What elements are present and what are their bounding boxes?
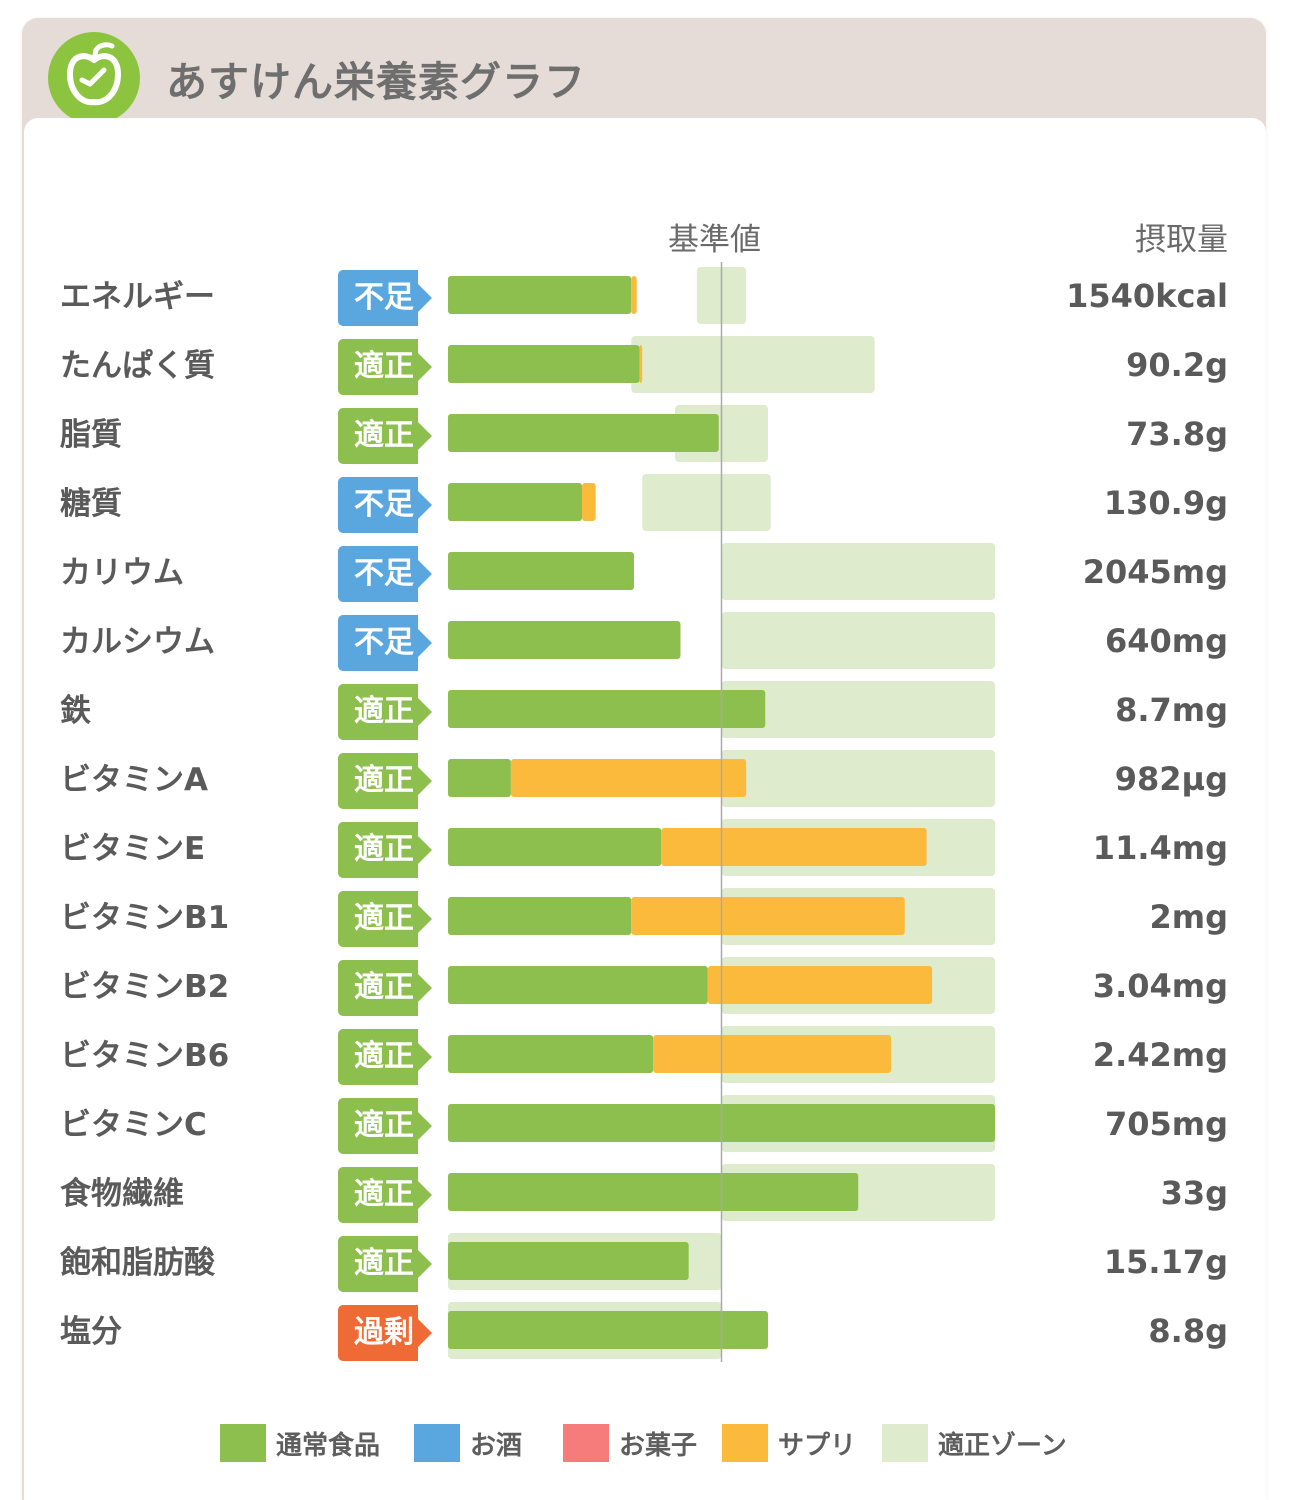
status-badge: 適正 xyxy=(338,1029,432,1085)
nutrient-name: 鉄 xyxy=(60,693,91,729)
nutrient-name: ビタミンB6 xyxy=(60,1038,230,1074)
legend-swatch-snack xyxy=(563,1424,609,1462)
legend-item-food: 通常食品 xyxy=(220,1423,380,1463)
intake-value: 90.2g xyxy=(1126,346,1228,384)
legend-swatch-supplement xyxy=(722,1424,768,1462)
legend-swatch-zone xyxy=(882,1424,928,1462)
status-badge-label: 適正 xyxy=(354,1246,414,1281)
status-badge: 不足 xyxy=(338,270,432,326)
legend-item-snack: お菓子 xyxy=(563,1423,697,1463)
status-badge: 適正 xyxy=(338,891,432,947)
nutrient-name: 塩分 xyxy=(60,1314,122,1350)
nutrient-row: ビタミンB2 適正 3.04mg xyxy=(0,952,1290,1021)
status-badge-label: 不足 xyxy=(354,487,414,522)
nutrient-row: ビタミンB6 適正 2.42mg xyxy=(0,1021,1290,1090)
legend-label-supplement: サプリ xyxy=(778,1430,857,1461)
legend-label-food: 通常食品 xyxy=(276,1430,381,1461)
nutrient-name: 食物繊維 xyxy=(60,1176,184,1212)
nutrient-row: 鉄 適正 8.7mg xyxy=(0,676,1290,745)
nutrient-name: ビタミンC xyxy=(60,1107,207,1143)
nutrient-row: カリウム 不足 2045mg xyxy=(0,538,1290,607)
status-badge-label: 適正 xyxy=(354,1108,414,1143)
status-badge: 適正 xyxy=(338,684,432,740)
status-badge-label: 適正 xyxy=(354,1039,414,1074)
status-badge-label: 不足 xyxy=(354,280,414,315)
status-badge: 適正 xyxy=(338,822,432,878)
nutrient-row: ビタミンE 適正 11.4mg xyxy=(0,814,1290,883)
legend-item-zone: 適正ゾーン xyxy=(882,1423,1067,1463)
status-badge: 適正 xyxy=(338,408,432,464)
intake-value: 73.8g xyxy=(1126,415,1228,453)
status-badge-label: 不足 xyxy=(354,625,414,660)
nutrient-name: ビタミンA xyxy=(60,762,208,798)
status-badge-label: 適正 xyxy=(354,970,414,1005)
status-badge-label: 適正 xyxy=(354,418,414,453)
intake-value: 2045mg xyxy=(1082,553,1228,591)
intake-value: 1540kcal xyxy=(1066,277,1228,315)
status-badge-label: 適正 xyxy=(354,763,414,798)
legend-label-zone: 適正ゾーン xyxy=(938,1430,1067,1461)
status-badge-label: 不足 xyxy=(354,556,414,591)
intake-value: 33g xyxy=(1160,1174,1228,1212)
nutrient-row: 脂質 適正 73.8g xyxy=(0,400,1290,469)
nutrient-row: 塩分 過剰 8.8g xyxy=(0,1297,1290,1366)
nutrient-row: ビタミンB1 適正 2mg xyxy=(0,883,1290,952)
nutrient-row: 飽和脂肪酸 適正 15.17g xyxy=(0,1228,1290,1297)
status-badge: 不足 xyxy=(338,615,432,671)
nutrient-name: ビタミンB2 xyxy=(60,969,230,1005)
base-value-header: 基準値 xyxy=(668,222,761,258)
nutrient-name: 糖質 xyxy=(60,486,122,522)
nutrient-name: ビタミンE xyxy=(60,831,206,867)
intake-value: 8.7mg xyxy=(1115,691,1228,729)
status-badge: 過剰 xyxy=(338,1305,432,1361)
intake-value: 2.42mg xyxy=(1092,1036,1228,1074)
status-badge-label: 適正 xyxy=(354,694,414,729)
page-title: あすけん栄養素グラフ xyxy=(166,58,586,106)
status-badge-label: 適正 xyxy=(354,1177,414,1212)
nutrient-row: 食物繊維 適正 33g xyxy=(0,1159,1290,1228)
legend-item-supplement: サプリ xyxy=(722,1423,856,1463)
intake-value: 640mg xyxy=(1104,622,1228,660)
intake-value: 11.4mg xyxy=(1092,829,1228,867)
status-badge: 適正 xyxy=(338,1167,432,1223)
legend-label-alcohol: お酒 xyxy=(470,1430,523,1461)
legend-item-alcohol: お酒 xyxy=(414,1423,522,1463)
status-badge: 不足 xyxy=(338,477,432,533)
status-badge: 適正 xyxy=(338,1236,432,1292)
status-badge-label: 適正 xyxy=(354,901,414,936)
nutrient-name: エネルギー xyxy=(60,279,215,315)
nutrient-row: たんぱく質 適正 90.2g xyxy=(0,331,1290,400)
nutrient-name: カルシウム xyxy=(60,624,215,660)
nutrient-name: 脂質 xyxy=(60,417,122,453)
nutrient-name: ビタミンB1 xyxy=(60,900,230,936)
intake-value: 2mg xyxy=(1149,898,1228,936)
nutrient-row: ビタミンA 適正 982µg xyxy=(0,745,1290,814)
status-badge-label: 適正 xyxy=(354,349,414,384)
nutrient-name: たんぱく質 xyxy=(60,348,215,384)
intake-value: 130.9g xyxy=(1103,484,1228,522)
status-badge: 適正 xyxy=(338,753,432,809)
legend-swatch-food xyxy=(220,1424,266,1462)
intake-value: 8.8g xyxy=(1148,1312,1228,1350)
status-badge: 適正 xyxy=(338,960,432,1016)
nutrient-name: カリウム xyxy=(60,555,184,591)
apple-clock-icon xyxy=(48,32,140,124)
status-badge: 適正 xyxy=(338,339,432,395)
nutrient-name: 飽和脂肪酸 xyxy=(60,1245,215,1281)
status-badge-label: 適正 xyxy=(354,832,414,867)
status-badge: 適正 xyxy=(338,1098,432,1154)
status-badge-label: 過剰 xyxy=(354,1315,414,1350)
nutrient-row: エネルギー 不足 1540kcal xyxy=(0,262,1290,331)
intake-value: 705mg xyxy=(1104,1105,1228,1143)
nutrient-row: カルシウム 不足 640mg xyxy=(0,607,1290,676)
nutrient-row: 糖質 不足 130.9g xyxy=(0,469,1290,538)
nutrient-row: ビタミンC 適正 705mg xyxy=(0,1090,1290,1159)
intake-value: 982µg xyxy=(1114,760,1228,798)
intake-value: 3.04mg xyxy=(1092,967,1228,1005)
intake-header: 摂取量 xyxy=(1135,222,1228,258)
status-badge: 不足 xyxy=(338,546,432,602)
legend-swatch-alcohol xyxy=(414,1424,460,1462)
intake-value: 15.17g xyxy=(1103,1243,1228,1281)
legend-label-snack: お菓子 xyxy=(619,1430,698,1461)
